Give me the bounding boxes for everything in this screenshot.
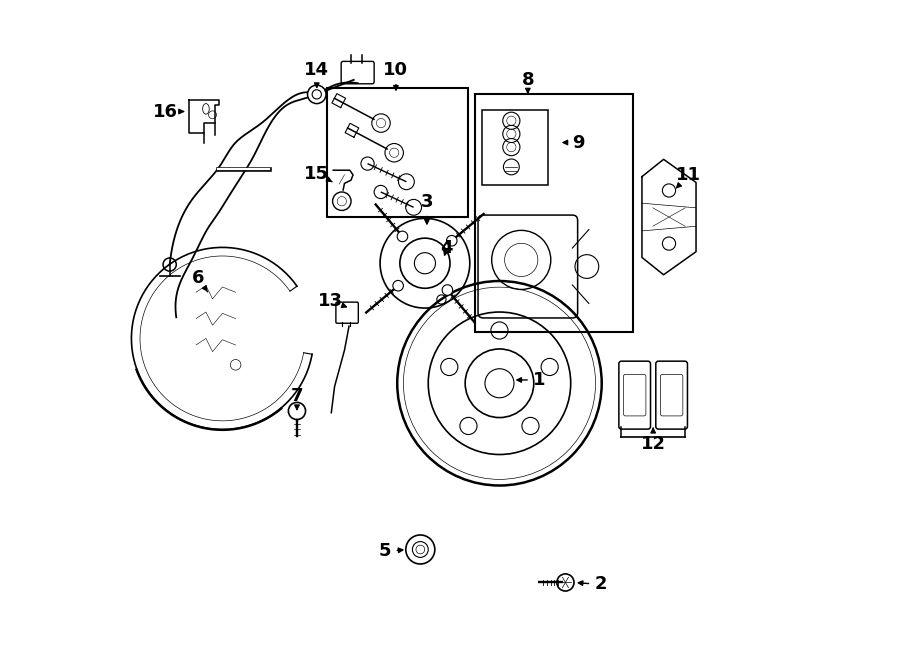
Text: 7: 7	[291, 387, 303, 409]
Text: 11: 11	[676, 167, 701, 188]
Polygon shape	[332, 94, 346, 108]
Bar	[482, 110, 547, 185]
Text: 6: 6	[192, 269, 208, 292]
Text: 12: 12	[641, 428, 666, 453]
Text: 14: 14	[304, 61, 329, 87]
Circle shape	[397, 231, 408, 242]
Text: 5: 5	[379, 543, 403, 561]
Text: 8: 8	[521, 71, 534, 93]
Text: 16: 16	[152, 102, 184, 120]
Text: 13: 13	[318, 292, 346, 310]
Bar	[327, 89, 469, 217]
Text: 1: 1	[517, 371, 545, 389]
Text: 4: 4	[440, 239, 453, 257]
Circle shape	[374, 185, 387, 198]
Circle shape	[393, 280, 403, 291]
Circle shape	[442, 285, 453, 295]
Circle shape	[308, 85, 326, 104]
Polygon shape	[345, 124, 359, 137]
Text: 15: 15	[304, 165, 332, 182]
Text: 10: 10	[383, 61, 409, 90]
Bar	[475, 95, 634, 332]
Circle shape	[361, 157, 374, 171]
Text: 2: 2	[579, 576, 607, 594]
Text: 3: 3	[420, 193, 433, 224]
Text: 9: 9	[563, 134, 585, 151]
Circle shape	[446, 235, 457, 246]
